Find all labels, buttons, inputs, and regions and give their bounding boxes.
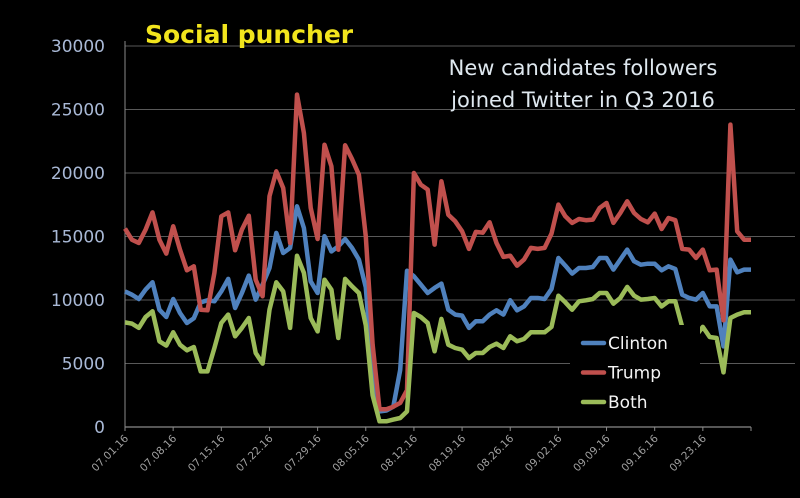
legend: Clinton Trump Both <box>570 325 700 420</box>
y-tick-label: 0 <box>94 418 105 438</box>
y-tick-label: 25000 <box>51 101 105 121</box>
series-lines <box>123 92 751 424</box>
legend-label-clinton: Clinton <box>608 334 668 354</box>
series-line-both <box>124 253 751 424</box>
y-tick-label: 15000 <box>51 228 105 248</box>
chart-title-line-2: joined Twitter in Q3 2016 <box>450 88 715 112</box>
y-tick-label: 10000 <box>51 291 105 311</box>
legend-label-trump: Trump <box>607 364 661 384</box>
y-axis-tick-labels: 0 5000 10000 15000 20000 25000 30000 <box>51 37 105 438</box>
series-line-trump <box>123 92 751 412</box>
social-puncher-logo: Social puncher <box>145 20 354 49</box>
series-line-clinton <box>124 204 751 414</box>
y-tick-label: 30000 <box>51 37 105 57</box>
chart-title-line-1: New candidates followers <box>449 56 718 80</box>
legend-label-both: Both <box>608 393 648 413</box>
y-tick-label: 20000 <box>51 164 105 184</box>
y-tick-label: 5000 <box>62 355 105 375</box>
